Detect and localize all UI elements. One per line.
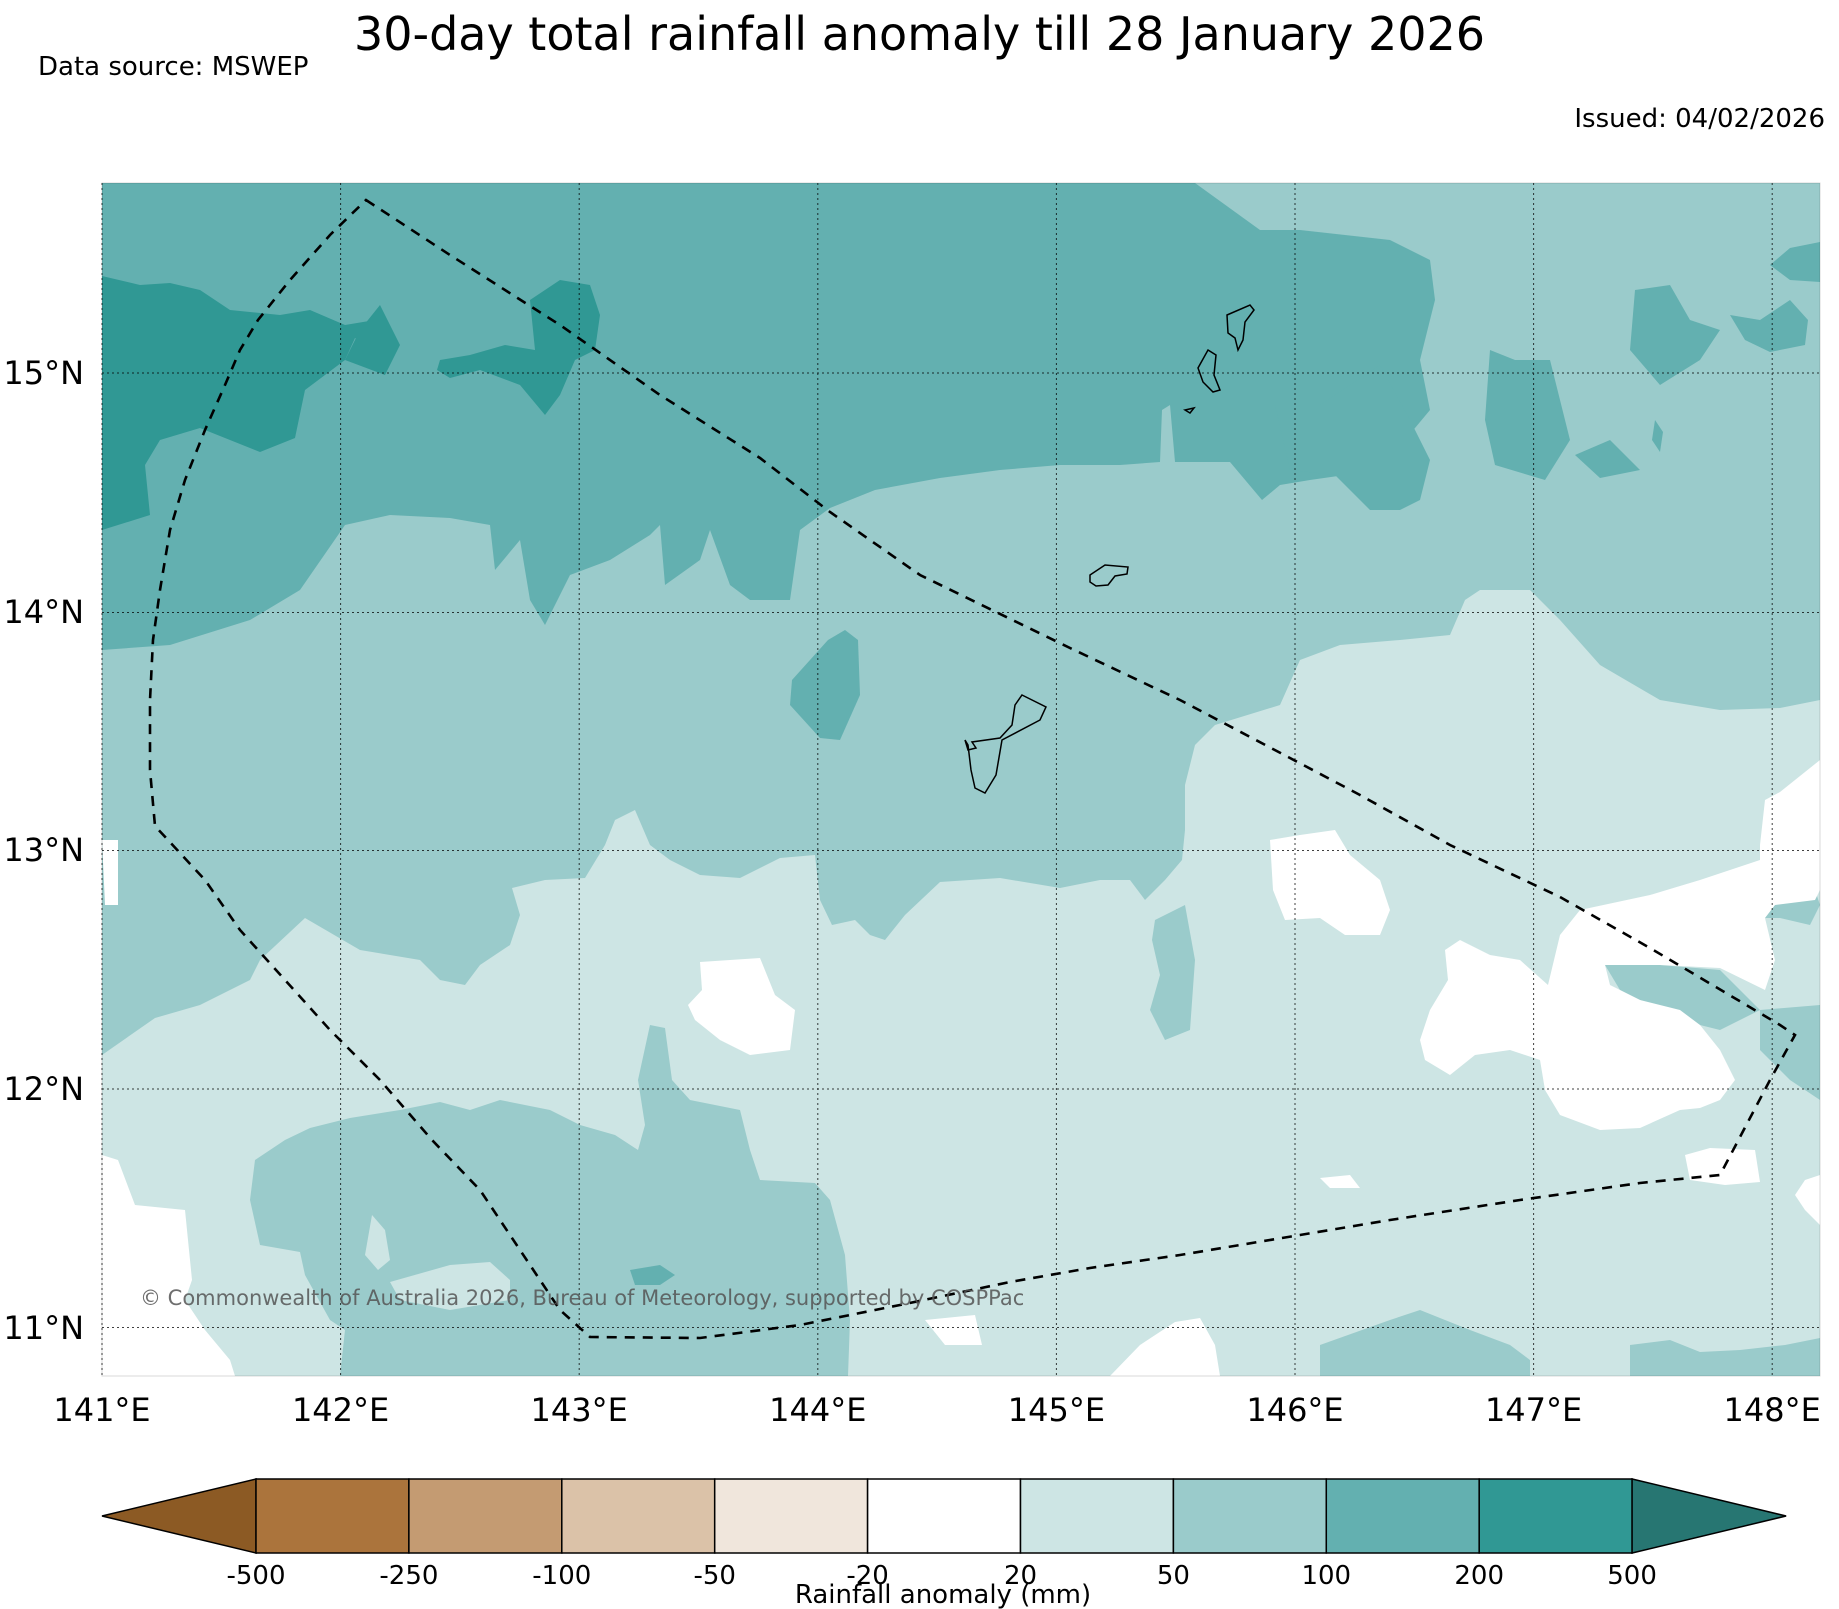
colorbar-segment	[1019, 1478, 1175, 1554]
colorbar-tick-label: -20	[846, 1561, 888, 1591]
band-200-500	[437, 280, 600, 415]
colorbar-tick-label: -100	[532, 1561, 591, 1591]
band-neutral	[1795, 1175, 1820, 1225]
band-neutral	[688, 958, 795, 1055]
colorbar-tick-label: 200	[1454, 1561, 1504, 1591]
colorbar: -500 -250 -100 -50 -20 20 50 100 200 500	[101, 1478, 1787, 1591]
band-100-200-patch	[1652, 420, 1663, 452]
colorbar-tick-label: -50	[693, 1561, 735, 1591]
band-neutral	[102, 1155, 235, 1376]
colorbar-segment	[408, 1478, 563, 1554]
band-200-500	[345, 305, 400, 375]
lon-label: 145°E	[1008, 1391, 1105, 1429]
colorbar-tick-label: 500	[1607, 1561, 1657, 1591]
colorbar-segment	[1325, 1478, 1480, 1554]
aguijan-outline	[1183, 406, 1196, 414]
map-frame	[101, 182, 1821, 1377]
band-neutral	[925, 1315, 982, 1345]
issued-date-label: Issued: 04/02/2026	[1574, 104, 1825, 134]
band-50-100-patch	[1150, 905, 1195, 1040]
band-100-200-patch	[1770, 242, 1820, 282]
anomaly-contours	[102, 183, 1820, 1376]
tinian-outline	[1197, 348, 1222, 393]
band-50-100-patch	[1320, 1310, 1530, 1376]
colorbar-tick-label: -500	[226, 1561, 285, 1591]
band-200-500	[102, 276, 385, 530]
lat-label: 15°N	[3, 354, 84, 392]
colorbar-tick-label: -250	[379, 1561, 438, 1591]
band-neutral	[1685, 1148, 1760, 1185]
band-50-100-patch	[1760, 1005, 1820, 1100]
colorbar-segment	[1172, 1478, 1328, 1554]
lon-label: 144°E	[769, 1391, 866, 1429]
lat-label: 11°N	[3, 1309, 84, 1347]
band-neutral	[1420, 760, 1820, 1130]
colorbar-segment	[866, 1478, 1022, 1554]
colorbar-segment	[1478, 1478, 1633, 1554]
band-100-200-patch	[1575, 440, 1640, 478]
colorbar-tick-label: 100	[1301, 1561, 1351, 1591]
colorbar-label: Rainfall anomaly (mm)	[795, 1580, 1091, 1609]
band-100-200-patch	[1630, 285, 1720, 385]
band-neutral	[1270, 830, 1390, 935]
lat-label: 12°N	[3, 1070, 84, 1108]
band-100-200-patch	[1730, 300, 1808, 352]
lat-axis-labels: 15°N 14°N 13°N 12°N 11°N	[3, 354, 84, 1347]
lon-label: 143°E	[531, 1391, 628, 1429]
colorbar-segment	[561, 1478, 716, 1554]
band-50-100-patch	[1605, 965, 1760, 1030]
band-neutral	[1320, 1175, 1360, 1188]
band-neutral	[102, 840, 118, 905]
band-100-200-patch	[1275, 365, 1430, 510]
island-outlines	[964, 304, 1255, 794]
lon-label: 146°E	[1246, 1391, 1343, 1429]
lon-label: 148°E	[1724, 1391, 1821, 1429]
lon-label: 147°E	[1485, 1391, 1582, 1429]
band-50-100-patch	[1165, 750, 1180, 778]
band-100-200-patch	[1485, 350, 1570, 480]
band-100-200-patch	[790, 630, 860, 740]
colorbar-segment	[255, 1478, 410, 1554]
rota-outline	[1089, 564, 1129, 587]
colorbar-tick-label: 50	[1157, 1561, 1190, 1591]
lon-label: 141°E	[53, 1391, 150, 1429]
map-title: 30-day total rainfall anomaly till 28 Ja…	[353, 7, 1486, 61]
colorbar-extend-low	[101, 1478, 257, 1554]
lat-label: 13°N	[3, 831, 84, 869]
guam-outline	[964, 694, 1047, 794]
credit-text: © Commonwealth of Australia 2026, Bureau…	[140, 1286, 1024, 1310]
colorbar-extend-high	[1631, 1478, 1787, 1554]
lon-axis-labels: 141°E 142°E 143°E 144°E 145°E 146°E 147°…	[53, 1391, 1820, 1429]
colorbar-segment	[713, 1478, 869, 1554]
lat-label: 14°N	[3, 593, 84, 631]
saipan-outline	[1226, 304, 1255, 353]
band-20-50-patch	[365, 1215, 390, 1270]
lon-label: 142°E	[292, 1391, 389, 1429]
data-source-label: Data source: MSWEP	[38, 52, 309, 82]
colorbar-tick-label: 20	[1004, 1561, 1037, 1591]
band-20-50-patch	[390, 1262, 510, 1310]
band-50-100-patch	[1630, 1338, 1820, 1376]
band-neutral	[1110, 1318, 1220, 1376]
band-100-200-patch	[630, 1265, 675, 1285]
